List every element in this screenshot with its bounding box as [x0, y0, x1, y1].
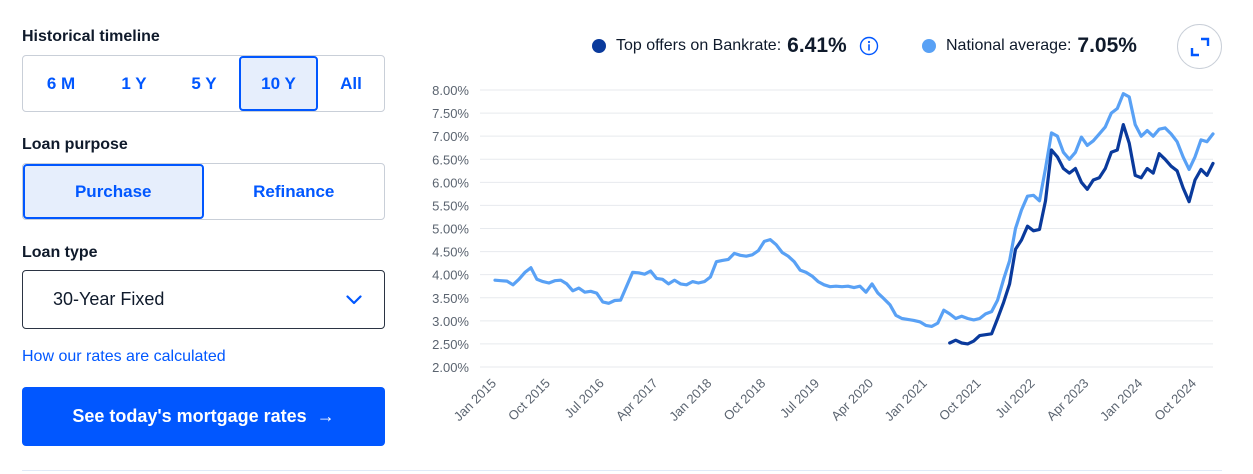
national-average-value: 7.05%	[1077, 34, 1137, 57]
y-tick-label: 4.00%	[432, 268, 469, 283]
purpose-option-purchase[interactable]: Purchase	[23, 164, 204, 219]
x-tick-label: Oct 2024	[1151, 376, 1199, 424]
y-tick-label: 2.50%	[432, 337, 469, 352]
top-offers-label: Top offers on Bankrate:	[616, 37, 782, 54]
y-tick-label: 5.50%	[432, 198, 469, 213]
x-tick-label: Oct 2018	[720, 376, 768, 424]
x-tick-label: Jan 2024	[1097, 376, 1145, 424]
national-average-dot	[922, 39, 936, 53]
x-tick-label: Jan 2015	[451, 376, 499, 424]
see-mortgage-rates-button[interactable]: See today's mortgage rates →	[22, 387, 385, 446]
y-tick-label: 3.50%	[432, 291, 469, 306]
y-tick-label: 3.00%	[432, 314, 469, 329]
bottom-divider	[22, 470, 1222, 471]
y-tick-label: 2.00%	[432, 360, 469, 375]
series-line-top-offers-on-bankrate	[948, 123, 1215, 346]
national-average-label: National average:	[946, 37, 1072, 54]
x-tick-label: Jan 2018	[666, 376, 714, 424]
legend-top-offers: Top offers on Bankrate: 6.41%	[592, 33, 879, 59]
loan-type-value: 30-Year Fixed	[53, 289, 165, 309]
cta-label: See today's mortgage rates	[72, 406, 307, 426]
chevron-down-icon	[346, 294, 362, 305]
x-tick-label: Oct 2021	[936, 376, 984, 424]
timeline-option-5y[interactable]: 5 Y	[191, 73, 217, 93]
y-tick-label: 6.00%	[432, 175, 469, 190]
y-tick-label: 5.00%	[432, 222, 469, 237]
y-tick-label: 8.00%	[432, 83, 469, 98]
info-icon[interactable]	[859, 36, 879, 56]
loan-purpose-label: Loan purpose	[22, 136, 128, 153]
x-tick-label: Oct 2015	[505, 376, 553, 424]
y-tick-label: 6.50%	[432, 152, 469, 167]
legend-national-average: National average: 7.05%	[922, 33, 1137, 59]
y-tick-label: 7.50%	[432, 106, 469, 121]
timeline-option-6m[interactable]: 6 M	[46, 73, 76, 93]
purpose-option-refinance[interactable]: Refinance	[253, 181, 335, 201]
loan-type-select[interactable]: 30-Year Fixed	[22, 270, 385, 329]
arrow-right-icon: →	[316, 406, 335, 426]
timeline-option-10y[interactable]: 10 Y	[239, 56, 318, 111]
timeline-label: Historical timeline	[22, 28, 160, 45]
y-tick-label: 7.00%	[432, 129, 469, 144]
x-tick-label: Jan 2021	[881, 376, 929, 424]
top-offers-dot	[592, 39, 606, 53]
x-tick-label: Jul 2019	[777, 376, 822, 421]
timeline-option-1y[interactable]: 1 Y	[121, 73, 147, 93]
x-tick-label: Apr 2017	[613, 376, 661, 424]
series-line-national-average	[493, 92, 1215, 328]
loan-purpose-selector: Purchase Refinance	[22, 163, 385, 220]
how-rates-calculated-link[interactable]: How our rates are calculated	[22, 348, 226, 365]
timeline-option-all[interactable]: All	[340, 73, 362, 93]
loan-type-label: Loan type	[22, 244, 98, 261]
expand-icon[interactable]	[1177, 24, 1222, 69]
x-tick-label: Apr 2020	[828, 376, 876, 424]
timeline-selector: 6 M 1 Y 5 Y 10 Y All	[22, 55, 385, 112]
x-tick-label: Jul 2022	[992, 376, 1037, 421]
x-tick-label: Apr 2023	[1044, 376, 1092, 424]
top-offers-value: 6.41%	[787, 34, 847, 57]
y-tick-label: 4.50%	[432, 245, 469, 260]
x-tick-label: Jul 2016	[561, 376, 606, 421]
